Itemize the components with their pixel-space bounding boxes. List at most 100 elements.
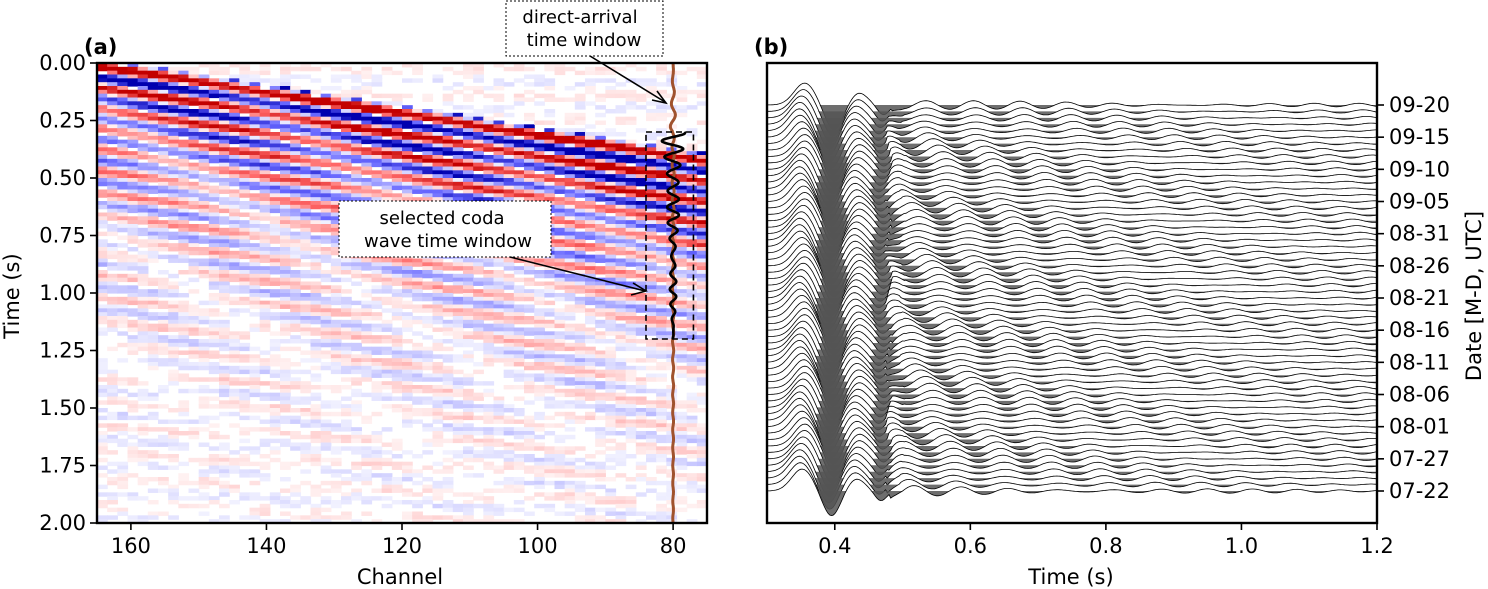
panel-b-frame — [765, 61, 1379, 525]
trace-negative-fill — [767, 265, 1377, 291]
coda-arrow — [509, 256, 646, 292]
trace-negative-fill — [767, 227, 1377, 252]
panel-b-axes: 0.4 0.6 0.8 1.0 1.2 09-20 09-15 09-10 09-05 08-31… — [818, 93, 1450, 558]
trace-line — [767, 410, 1377, 459]
trace-line — [767, 391, 1377, 439]
trace-line — [767, 114, 1377, 163]
date-tick-label: 09-05 — [1389, 190, 1450, 214]
trace-line — [767, 89, 1377, 137]
trace-line — [767, 417, 1377, 465]
trace-mask — [767, 469, 1377, 523]
trace-line — [767, 423, 1377, 472]
panel-a-label: (a) — [84, 35, 117, 59]
trace-line — [767, 301, 1377, 349]
trace-negative-fill — [767, 162, 1377, 188]
trace-negative-fill — [767, 458, 1377, 484]
trace-line — [767, 140, 1377, 188]
x-tick-label: 0.6 — [954, 534, 987, 558]
direct-arrival-annotation-box — [505, 0, 664, 57]
trace-line — [767, 237, 1377, 285]
trace-negative-fill — [767, 336, 1377, 362]
trace-line — [767, 153, 1377, 201]
trace-negative-fill — [767, 446, 1377, 471]
trace-line — [767, 339, 1377, 388]
trace-negative-fill — [767, 156, 1377, 181]
y-tick-label: 1.75 — [39, 454, 86, 478]
x-tick-label: 0.4 — [818, 534, 851, 558]
trace-line — [767, 172, 1377, 221]
date-tick-label: 08-21 — [1389, 286, 1450, 310]
trace-0 — [767, 468, 1377, 523]
trace-line — [767, 134, 1377, 182]
trace-line — [767, 294, 1377, 343]
trace-negative-fill — [767, 381, 1377, 407]
trace-line — [767, 95, 1377, 143]
trace-line — [767, 166, 1377, 214]
trace-line — [767, 159, 1377, 208]
trace-line — [767, 147, 1377, 195]
trace-negative-fill — [767, 400, 1377, 426]
date-tick-label: 07-27 — [1389, 447, 1450, 471]
trace-line — [767, 230, 1377, 279]
trace-line — [767, 455, 1377, 504]
trace-line — [767, 436, 1377, 484]
trace-line — [767, 205, 1377, 253]
trace-line — [767, 378, 1377, 426]
date-tick-label: 08-31 — [1389, 222, 1450, 246]
panel-a-ylabel: Time (s) — [0, 253, 24, 339]
date-tick-label: 08-11 — [1389, 350, 1450, 374]
trace-negative-fill — [767, 220, 1377, 246]
trace-negative-fill — [767, 111, 1377, 137]
panel-a-overlay — [645, 63, 695, 523]
trace-line — [767, 288, 1377, 336]
trace-line — [767, 333, 1377, 381]
trace-negative-fill — [767, 272, 1377, 297]
trace-line — [767, 101, 1377, 150]
trace-line — [767, 127, 1377, 176]
trace-line — [767, 243, 1377, 291]
trace-line — [767, 365, 1377, 414]
trace-line — [767, 449, 1377, 497]
coda-window-box — [645, 131, 695, 340]
y-tick-label: 0.75 — [39, 224, 86, 248]
trace-line — [767, 282, 1377, 330]
trace-line — [767, 314, 1377, 362]
panel-b-label: (b) — [754, 35, 788, 59]
trace-negative-fill — [767, 394, 1377, 419]
trace-negative-fill — [767, 207, 1377, 233]
trace-negative-fill — [767, 452, 1377, 477]
trace-negative-fill — [767, 388, 1377, 413]
date-tick-label: 08-16 — [1389, 318, 1450, 342]
trace-line — [767, 211, 1377, 259]
trace-negative-fill — [767, 169, 1377, 194]
panel-a: 160 140 120 100 80 0.00 0.25 0.50 0.75 1.00 1.25 1.… — [0, 0, 709, 589]
trace-line — [767, 198, 1377, 246]
trace-line — [767, 179, 1377, 227]
direct-arrival-arrow — [589, 55, 666, 103]
trace-negative-fill — [767, 323, 1377, 349]
trace-negative-fill — [767, 330, 1377, 355]
y-tick-label: 0.25 — [39, 109, 86, 133]
coda-window-trace — [660, 131, 687, 340]
direct-arrival-arrowhead — [651, 90, 668, 105]
date-tick-label: 09-10 — [1389, 157, 1450, 181]
panel-b-xlabel: Time (s) — [1027, 565, 1113, 589]
trace-line — [767, 275, 1377, 324]
y-tick-label: 1.00 — [39, 281, 86, 305]
trace-line — [767, 185, 1377, 234]
direct-arrival-annotation-line2: time window — [527, 30, 642, 51]
trace-negative-fill — [767, 214, 1377, 239]
trace-line — [767, 320, 1377, 369]
trace-negative-fill — [767, 285, 1377, 310]
trace-line — [767, 372, 1377, 420]
panel-b-ylabel: Date [M-D, UTC] — [1462, 211, 1486, 381]
waveform-traces — [767, 82, 1377, 523]
coda-annotation-line2: wave time window — [364, 231, 532, 252]
date-tick-label: 08-26 — [1389, 254, 1450, 278]
date-tick-label: 08-01 — [1389, 415, 1450, 439]
trace-line — [767, 217, 1377, 266]
heatmap-image — [97, 63, 707, 523]
trace-line — [767, 262, 1377, 311]
date-tick-label: 08-06 — [1389, 383, 1450, 407]
